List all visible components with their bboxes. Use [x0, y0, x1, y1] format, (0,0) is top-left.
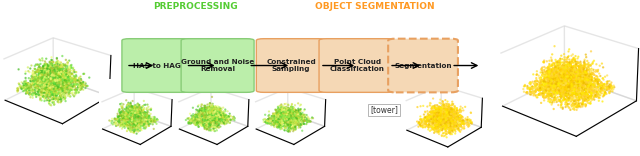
FancyBboxPatch shape	[319, 39, 396, 92]
FancyBboxPatch shape	[256, 39, 326, 92]
Text: PREPROCESSING: PREPROCESSING	[153, 2, 237, 11]
FancyBboxPatch shape	[181, 39, 254, 92]
FancyBboxPatch shape	[388, 39, 458, 92]
Text: OBJECT SEGMENTATION: OBJECT SEGMENTATION	[315, 2, 434, 11]
Text: Constrained
Sampling: Constrained Sampling	[266, 59, 316, 72]
Text: HAS to HAG: HAS to HAG	[133, 63, 180, 68]
Text: Ground and Noise
Removal: Ground and Noise Removal	[181, 59, 254, 72]
Text: [tower]: [tower]	[370, 105, 398, 115]
Text: Segmentation: Segmentation	[394, 63, 452, 68]
Text: Point Cloud
Classification: Point Cloud Classification	[330, 59, 385, 72]
FancyBboxPatch shape	[122, 39, 192, 92]
